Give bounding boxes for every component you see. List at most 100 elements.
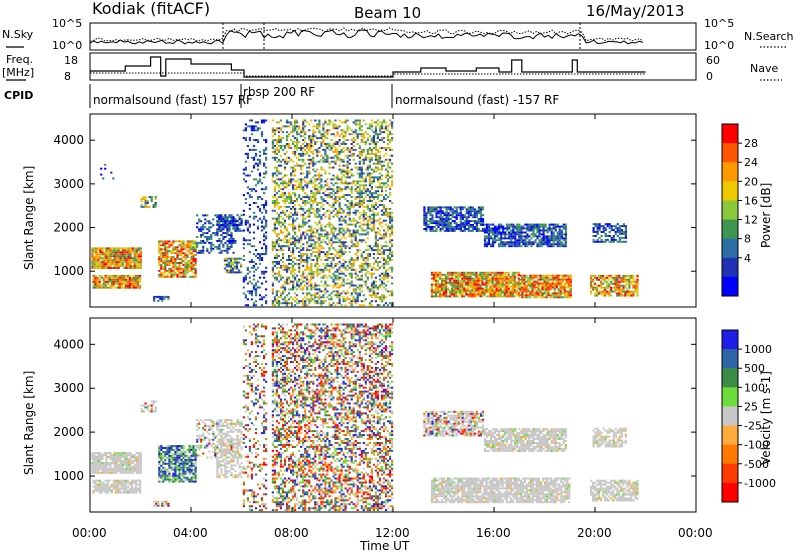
range-cell: [498, 229, 501, 232]
range-cell: [304, 217, 307, 220]
range-cell: [277, 215, 281, 218]
range-cell: [139, 276, 142, 279]
range-cell: [95, 247, 98, 250]
range-cell: [200, 226, 203, 229]
range-cell: [164, 264, 167, 266]
range-cell: [184, 271, 187, 274]
range-cell: [485, 241, 489, 244]
range-cell: [310, 192, 313, 195]
range-cell: [508, 225, 511, 228]
range-cell: [202, 234, 205, 237]
range-cell: [370, 288, 373, 291]
range-cell: [238, 271, 241, 274]
range-cell: [162, 271, 165, 274]
range-cell: [354, 268, 357, 271]
range-cell: [430, 277, 434, 280]
range-cell: [294, 292, 297, 295]
range-cell: [302, 158, 305, 161]
range-cell: [281, 268, 285, 271]
range-cell: [447, 212, 450, 215]
range-cell: [332, 123, 335, 126]
range-cell: [374, 245, 377, 248]
range-cell: [300, 147, 303, 149]
range-cell: [273, 131, 276, 134]
range-cell: [340, 237, 343, 240]
range-cell: [376, 231, 379, 234]
range-cell: [322, 251, 325, 254]
range-cell: [214, 232, 217, 235]
range-cell: [92, 274, 95, 277]
range-cell: [346, 139, 349, 142]
range-cell: [91, 257, 94, 260]
range-cell: [125, 253, 128, 256]
range-cell: [560, 231, 563, 234]
range-cell: [188, 246, 191, 249]
range-cell: [370, 139, 373, 142]
range-cell: [131, 265, 134, 268]
range-cell: [198, 230, 201, 233]
range-cell: [461, 277, 464, 280]
range-cell: [91, 253, 94, 256]
range-cell: [360, 180, 363, 183]
range-cell: [481, 279, 484, 282]
range-cell: [453, 206, 456, 209]
range-cell: [374, 237, 377, 240]
range-cell: [336, 211, 339, 214]
range-cell: [530, 229, 533, 232]
range-cell: [538, 241, 541, 244]
range-cell: [475, 283, 478, 286]
range-cell: [477, 229, 480, 232]
range-cell: [481, 206, 485, 209]
range-cell: [374, 129, 377, 132]
range-cell: [445, 224, 448, 226]
range-cell: [296, 186, 299, 189]
range-cell: [356, 300, 359, 303]
range-cell: [275, 143, 278, 145]
range-cell: [334, 182, 337, 185]
range-cell: [172, 256, 175, 259]
range-cell: [340, 264, 343, 267]
range-cell: [342, 290, 345, 293]
range-cell: [342, 229, 345, 232]
range-cell: [340, 211, 343, 214]
range-cell: [194, 262, 197, 264]
range-cell: [556, 243, 559, 246]
range-cell: [344, 154, 347, 157]
range-cell: [234, 218, 237, 221]
range-cell: [310, 282, 313, 285]
range-cell: [346, 129, 349, 132]
range-cell: [430, 287, 434, 290]
range-cell: [292, 125, 295, 128]
range-cell: [95, 259, 98, 262]
range-cell: [358, 292, 361, 295]
range-cell: [441, 216, 444, 219]
range-cell: [288, 121, 291, 124]
range-cell: [370, 200, 373, 202]
range-cell: [328, 294, 331, 297]
range-cell: [342, 235, 345, 238]
range-cell: [382, 264, 386, 267]
range-cell: [382, 119, 386, 122]
range-cell: [518, 235, 521, 238]
range-cell: [166, 262, 169, 264]
range-cell: [382, 213, 386, 216]
range-cell: [137, 278, 140, 281]
range-cell: [358, 188, 361, 191]
range-cell: [320, 188, 323, 191]
range-cell: [250, 290, 253, 293]
range-cell: [292, 186, 295, 189]
range-cell: [453, 222, 456, 225]
range-cell: [334, 282, 337, 285]
range-cell: [564, 231, 567, 234]
range-cell: [184, 275, 187, 278]
range-cell: [370, 266, 373, 269]
range-cell: [292, 284, 295, 287]
range-cell: [170, 258, 173, 261]
range-cell: [432, 291, 436, 294]
range-cell: [172, 273, 175, 276]
range-cell: [254, 300, 258, 303]
range-cell: [453, 279, 456, 282]
range-cell: [490, 245, 493, 248]
range-cell: [248, 290, 251, 293]
range-cell: [242, 237, 245, 240]
